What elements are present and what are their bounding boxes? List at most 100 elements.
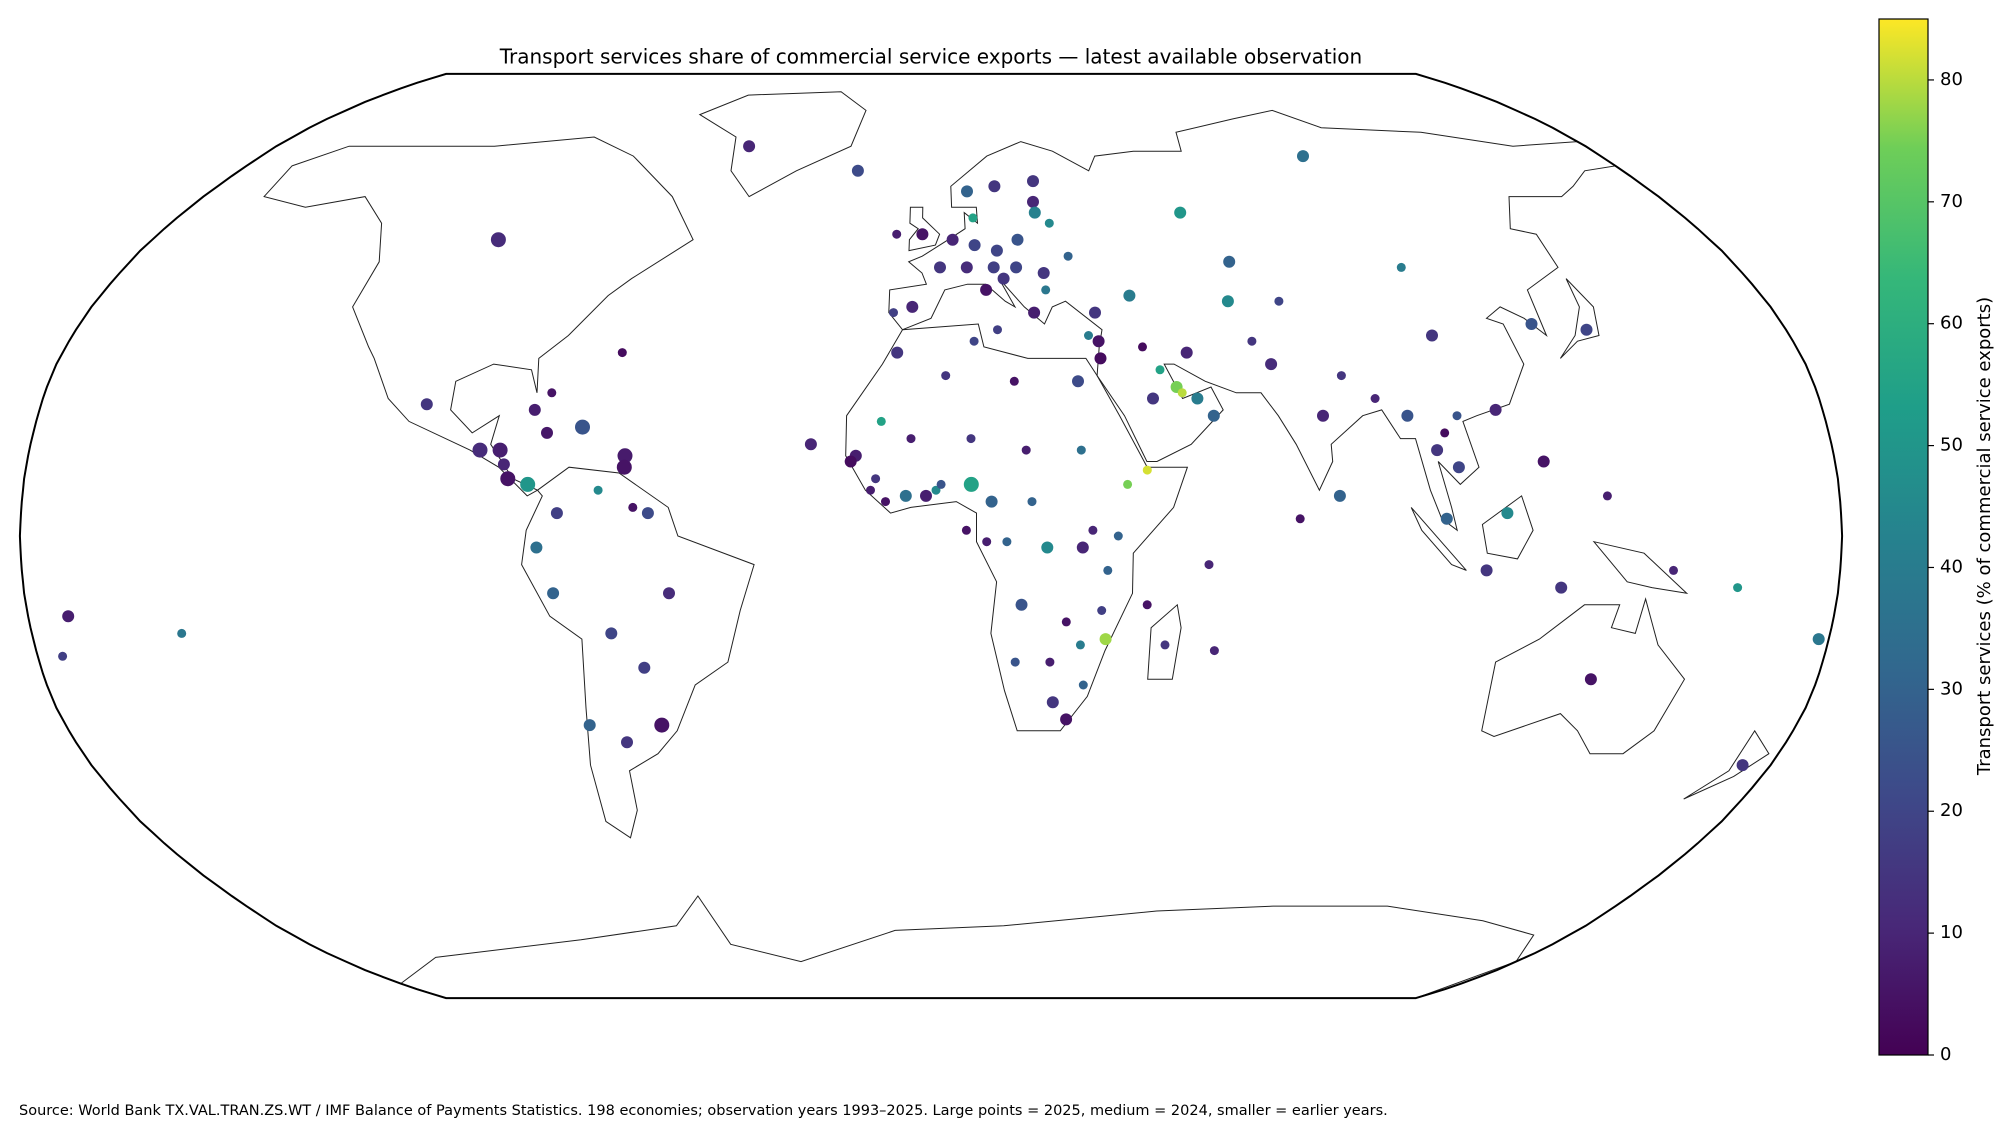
data-point	[1142, 600, 1152, 610]
data-point	[490, 232, 506, 248]
data-point	[1060, 713, 1073, 726]
coastline	[263, 136, 694, 497]
data-point	[1580, 323, 1593, 336]
data-point	[541, 426, 553, 439]
coastline	[1559, 278, 1600, 359]
coastline	[908, 206, 941, 252]
data-point	[969, 336, 979, 346]
data-point	[1094, 352, 1107, 365]
coastline	[1147, 603, 1182, 680]
data-point	[892, 229, 902, 239]
data-point	[1063, 251, 1073, 261]
data-point	[987, 261, 1000, 274]
data-point	[920, 489, 932, 502]
data-point	[1247, 336, 1257, 346]
data-point	[1010, 261, 1023, 274]
data-point	[1011, 233, 1024, 246]
data-point	[1015, 598, 1028, 611]
data-point	[616, 459, 632, 475]
data-point	[1041, 541, 1054, 554]
data-point	[1480, 564, 1493, 577]
data-point	[936, 479, 946, 489]
colorbar-gradient	[1878, 18, 1929, 1056]
data-point	[982, 537, 992, 547]
colorbar-tick-label: 0	[1940, 1044, 1951, 1065]
data-point	[946, 233, 959, 246]
data-point	[1584, 673, 1597, 686]
data-point	[1099, 633, 1112, 646]
data-point	[547, 388, 557, 398]
coastline	[399, 895, 1535, 999]
data-point	[593, 485, 603, 495]
data-point	[1078, 680, 1088, 690]
colorbar-tick-label: 70	[1940, 191, 1963, 212]
data-point	[1333, 489, 1346, 502]
data-point	[1265, 358, 1278, 371]
data-point	[1736, 759, 1749, 772]
source-note: Source: World Bank TX.VAL.TRAN.ZS.WT / I…	[19, 1103, 1388, 1119]
data-point	[530, 541, 543, 554]
data-point	[871, 474, 881, 484]
data-point	[1812, 633, 1825, 646]
data-point	[654, 717, 670, 733]
data-point	[881, 497, 890, 507]
data-point	[743, 140, 756, 153]
data-point	[1180, 346, 1193, 359]
coastline	[888, 109, 1617, 532]
data-point	[617, 448, 633, 464]
coastlines	[263, 91, 1770, 999]
map-outline	[18, 72, 1844, 1000]
data-point	[1037, 267, 1050, 279]
data-point	[550, 507, 563, 520]
data-point	[1028, 206, 1041, 219]
colorbar-tick-label: 30	[1940, 678, 1963, 699]
coastline	[1592, 540, 1689, 595]
data-point	[993, 325, 1002, 335]
data-point	[492, 442, 508, 458]
data-point	[621, 736, 633, 749]
data-point	[1223, 255, 1236, 268]
coastline	[521, 466, 755, 839]
data-point	[1045, 657, 1055, 667]
coastline	[845, 323, 1189, 732]
data-point	[1537, 455, 1550, 468]
data-point	[1440, 512, 1453, 525]
data-point	[1123, 289, 1136, 302]
data-point	[1336, 371, 1346, 381]
points	[58, 140, 1825, 772]
data-point	[985, 495, 998, 508]
data-point	[997, 272, 1010, 285]
data-point	[583, 719, 596, 732]
data-point	[1072, 375, 1084, 388]
data-point	[906, 300, 919, 313]
data-point	[641, 507, 654, 520]
data-point	[638, 661, 651, 674]
data-point	[934, 261, 946, 274]
data-point	[1160, 640, 1170, 650]
colorbar-tick-label: 80	[1940, 69, 1963, 90]
data-point	[876, 416, 886, 426]
data-point	[961, 525, 971, 535]
data-point	[988, 180, 1001, 193]
data-point	[58, 651, 68, 661]
data-point	[617, 348, 627, 358]
data-point	[500, 471, 516, 487]
coastline	[698, 91, 867, 198]
data-point	[1142, 465, 1152, 475]
data-point	[1221, 295, 1234, 308]
data-point	[1009, 376, 1019, 386]
colorbar-tick-label: 50	[1940, 435, 1963, 456]
data-point	[497, 458, 510, 471]
data-point	[520, 476, 536, 492]
data-point	[1044, 218, 1054, 228]
data-point	[1097, 606, 1107, 615]
data-point	[990, 244, 1003, 257]
data-point	[1002, 537, 1012, 547]
data-point	[1207, 409, 1220, 422]
data-point	[1089, 306, 1101, 319]
data-point	[1084, 331, 1093, 340]
data-point	[1076, 541, 1089, 554]
coastline	[1481, 597, 1686, 755]
